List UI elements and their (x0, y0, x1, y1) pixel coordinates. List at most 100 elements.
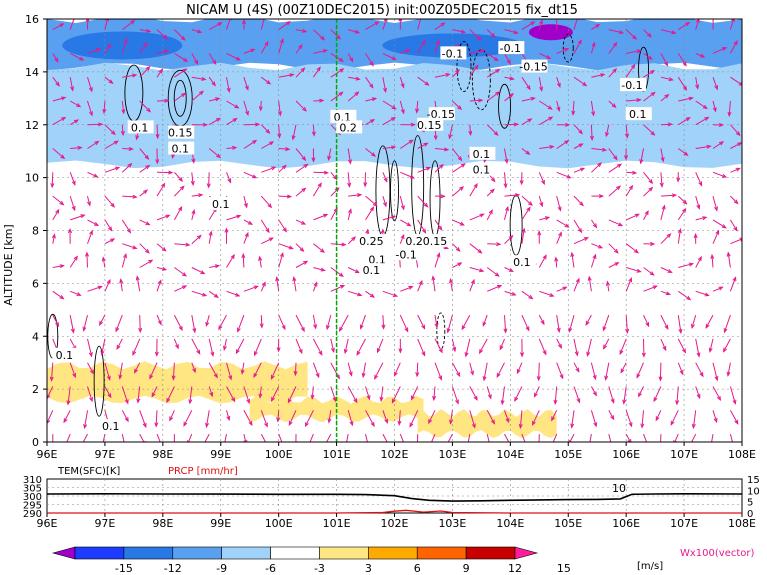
wind-vector-head (226, 415, 231, 422)
wind-vector-head (145, 66, 151, 71)
wind-vector (573, 19, 578, 30)
wind-vector (695, 290, 709, 296)
wind-vector (139, 100, 151, 113)
wind-vector-head (468, 130, 473, 137)
wind-vector-head (705, 323, 710, 329)
wind-vector-head (601, 147, 608, 152)
wind-vector (104, 238, 115, 245)
wind-vector-head (503, 328, 508, 334)
wind-vector-head (571, 110, 576, 116)
wind-vector-head (405, 49, 411, 53)
wind-vector-head (340, 285, 346, 289)
wind-vector-head (406, 222, 412, 227)
y-tick-label: 12 (25, 119, 39, 132)
wind-vector-head (525, 150, 531, 155)
wind-vector-head (341, 242, 347, 247)
wind-vector-head (415, 372, 420, 378)
wind-vector-head (318, 350, 323, 356)
wind-vector-head (577, 39, 582, 45)
wind-vector-head (379, 396, 384, 403)
wind-vector (119, 362, 123, 379)
wind-vector-head (50, 183, 55, 189)
wind-vector-head (97, 285, 103, 290)
wind-vector (398, 410, 401, 425)
wind-vector-head (115, 327, 120, 333)
wind-vector (243, 49, 255, 54)
wind-vector (677, 315, 682, 333)
wind-vector (260, 100, 262, 111)
wind-vector-head (434, 323, 439, 329)
wind-vector (122, 195, 137, 198)
x-tick-label: 100E (265, 448, 293, 461)
surface-x-tick-label: 103E (438, 517, 466, 530)
colorbar-swatch (123, 546, 174, 560)
wind-vector-head (161, 182, 166, 188)
wind-vector-head (612, 67, 618, 73)
wind-vector-head (527, 118, 533, 123)
wind-vector-head (448, 134, 453, 140)
wind-vector-head (421, 39, 426, 45)
wind-vector (469, 279, 475, 292)
contour (562, 33, 574, 63)
colorbar-swatch (172, 546, 222, 560)
colorbar-swatch (319, 546, 369, 560)
wind-vector-head (495, 91, 501, 96)
wind-vector (534, 386, 540, 397)
wind-vector (573, 40, 582, 54)
wind-vector (591, 24, 600, 31)
wind-vector (727, 362, 731, 376)
wind-vector-head (400, 205, 405, 211)
wind-vector-head (648, 179, 654, 185)
wind-vector-head (393, 371, 398, 377)
wind-vector (311, 386, 314, 399)
wind-vector-head (556, 327, 561, 333)
wind-vector (730, 76, 742, 86)
wind-vector (208, 148, 221, 158)
wind-vector-head (464, 352, 469, 358)
wind-vector-head (89, 111, 93, 117)
y-tick-label: 4 (32, 330, 39, 343)
wind-vector-head (201, 76, 207, 81)
wind-vector (365, 386, 370, 400)
wind-vector (556, 338, 562, 349)
wind-vector (608, 68, 617, 78)
wind-vector (312, 124, 315, 136)
wind-vector-head (691, 323, 695, 330)
wind-vector-head (505, 417, 510, 424)
wind-vector-head (444, 147, 450, 152)
wind-vector-head (645, 322, 650, 328)
contour-label-bg (208, 197, 235, 211)
wind-vector-head (556, 82, 561, 89)
wind-vector-head (565, 122, 571, 127)
wind-vector-head (113, 140, 119, 145)
wind-vector (209, 97, 220, 102)
wind-vector (208, 117, 221, 126)
wind-vector-head (526, 85, 531, 91)
wind-vector-head (662, 346, 667, 352)
wind-vector-head (127, 162, 133, 168)
wind-vector-head (59, 200, 65, 206)
y-axis-label: ALTITUDE [km] (2, 224, 15, 305)
wind-vector (226, 52, 241, 61)
wind-vector (116, 338, 123, 350)
wind-vector (417, 142, 428, 149)
wind-vector-head (731, 19, 735, 22)
wind-vector-head (587, 275, 592, 281)
shading-band (417, 409, 557, 439)
wind-vector (399, 433, 404, 442)
wind-vector (104, 362, 111, 380)
wind-vector (660, 290, 670, 295)
wind-vector-head (93, 221, 100, 226)
wind-vector-head (269, 141, 275, 146)
wind-vector-head (348, 371, 353, 377)
wind-vector-head (733, 199, 739, 205)
wind-vector (156, 124, 159, 138)
wind-vector (712, 141, 724, 149)
wind-vector-head (592, 374, 597, 381)
wind-vector (461, 314, 471, 330)
wind-vector (660, 194, 676, 197)
wind-vector (452, 186, 464, 197)
wind-vector-head (120, 130, 125, 137)
wind-vector (433, 386, 436, 400)
wind-vector-head (59, 264, 65, 269)
